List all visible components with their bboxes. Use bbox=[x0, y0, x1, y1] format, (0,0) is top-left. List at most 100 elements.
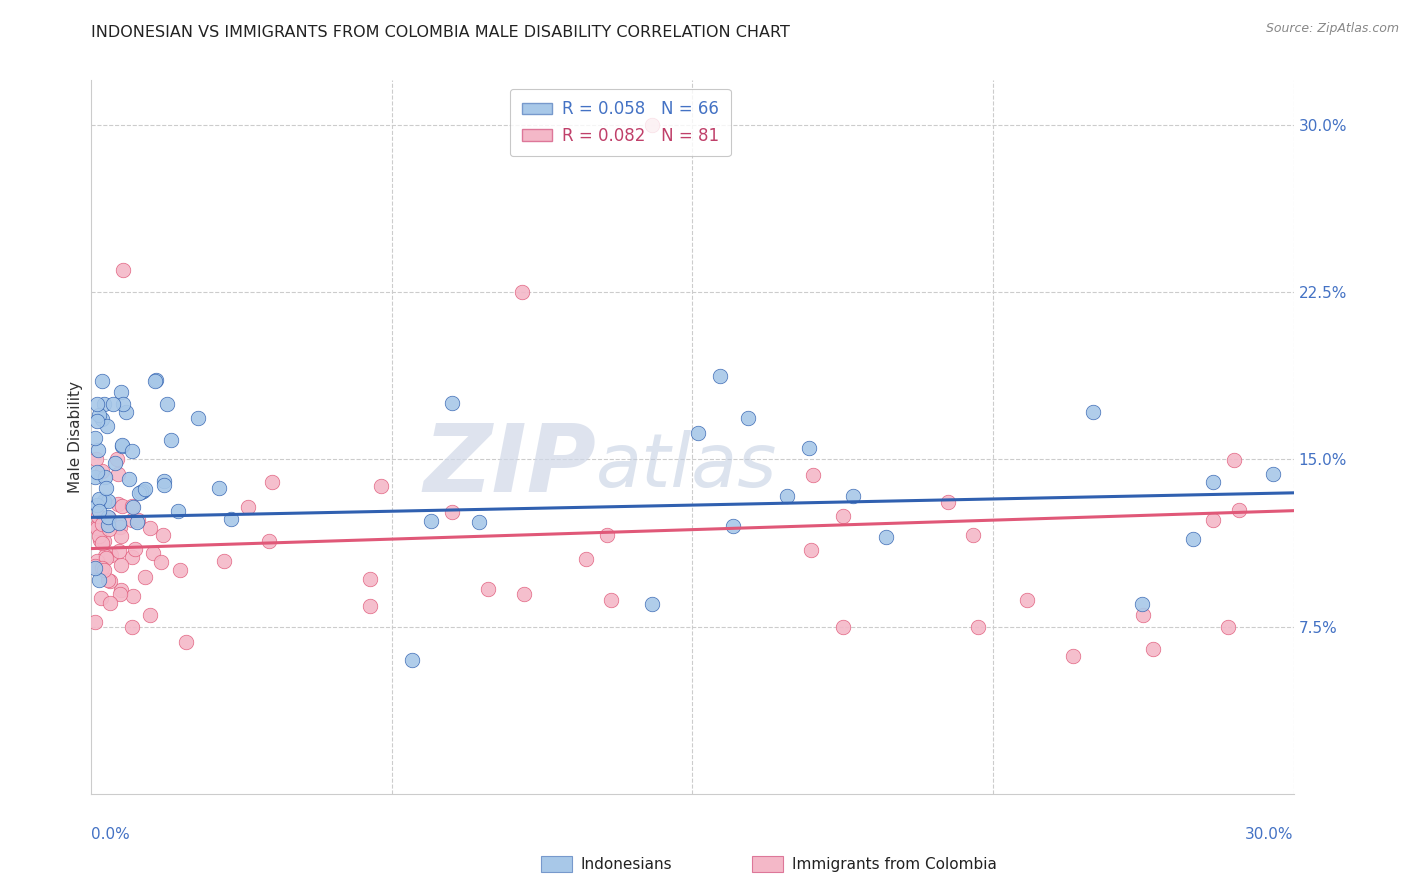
Point bbox=[87, 442, 110, 457]
Point bbox=[832, 619, 855, 633]
Point bbox=[641, 118, 664, 132]
Point bbox=[1081, 405, 1104, 419]
Point bbox=[801, 467, 824, 482]
Point bbox=[359, 599, 381, 614]
Point bbox=[121, 500, 143, 514]
Point bbox=[219, 511, 242, 525]
Point bbox=[797, 442, 820, 455]
Point bbox=[1202, 475, 1225, 489]
Point bbox=[145, 373, 167, 387]
Point bbox=[110, 583, 132, 598]
Point bbox=[93, 396, 115, 410]
Point bbox=[513, 586, 536, 600]
Point bbox=[86, 519, 108, 533]
Point bbox=[93, 534, 115, 549]
Point bbox=[152, 528, 174, 542]
Point bbox=[110, 385, 132, 400]
Point bbox=[737, 410, 759, 425]
Point bbox=[90, 560, 112, 574]
Point bbox=[94, 549, 117, 563]
Point bbox=[132, 484, 155, 499]
Point bbox=[401, 653, 423, 667]
Point bbox=[87, 408, 110, 422]
Point bbox=[91, 517, 114, 532]
Point bbox=[111, 499, 134, 513]
Point bbox=[134, 570, 156, 584]
Point bbox=[208, 481, 231, 495]
Point bbox=[89, 504, 111, 518]
Point bbox=[93, 494, 115, 508]
Point bbox=[84, 561, 107, 575]
Point bbox=[98, 510, 121, 524]
Point bbox=[96, 418, 118, 433]
Point bbox=[105, 452, 128, 467]
Point bbox=[776, 489, 799, 503]
Text: Indonesians: Indonesians bbox=[581, 857, 672, 871]
Point bbox=[709, 369, 731, 384]
Point bbox=[84, 558, 107, 573]
Point bbox=[84, 452, 107, 467]
Point bbox=[1202, 513, 1225, 527]
Text: Immigrants from Colombia: Immigrants from Colombia bbox=[792, 857, 997, 871]
Point bbox=[129, 485, 152, 500]
Point bbox=[149, 555, 172, 569]
Point bbox=[212, 554, 235, 568]
Point bbox=[97, 494, 120, 508]
Point bbox=[156, 396, 179, 410]
Point bbox=[800, 543, 823, 558]
Point bbox=[84, 431, 107, 445]
Point bbox=[257, 533, 280, 548]
Point bbox=[94, 551, 117, 566]
Point bbox=[1227, 503, 1250, 517]
Point bbox=[111, 263, 134, 277]
Point bbox=[104, 456, 127, 470]
Point bbox=[596, 528, 619, 542]
Y-axis label: Male Disability: Male Disability bbox=[67, 381, 83, 493]
Point bbox=[124, 542, 146, 557]
Point bbox=[138, 520, 160, 534]
Point bbox=[86, 498, 108, 512]
Point bbox=[875, 530, 897, 544]
Point bbox=[86, 521, 108, 535]
Point bbox=[1263, 467, 1285, 481]
Point bbox=[91, 412, 114, 426]
Point bbox=[103, 396, 125, 410]
Legend: R = 0.058   N = 66, R = 0.082   N = 81: R = 0.058 N = 66, R = 0.082 N = 81 bbox=[510, 88, 731, 156]
Point bbox=[100, 549, 122, 563]
Point bbox=[86, 465, 108, 479]
Point bbox=[108, 543, 131, 558]
Point bbox=[89, 533, 111, 548]
Point bbox=[121, 513, 143, 527]
Point bbox=[1216, 619, 1239, 633]
Point bbox=[96, 481, 118, 495]
Point bbox=[87, 573, 110, 587]
Text: ZIP: ZIP bbox=[423, 419, 596, 512]
Point bbox=[93, 469, 115, 483]
Point bbox=[238, 500, 260, 514]
Point bbox=[1062, 648, 1084, 663]
Point bbox=[97, 518, 120, 533]
Point bbox=[962, 527, 984, 541]
Point bbox=[108, 516, 131, 530]
Point bbox=[420, 514, 443, 528]
Point bbox=[118, 472, 141, 486]
Point bbox=[121, 444, 143, 458]
Point bbox=[1222, 453, 1244, 467]
Point bbox=[440, 396, 463, 410]
Point bbox=[112, 396, 135, 410]
Point bbox=[1142, 642, 1164, 657]
Point bbox=[110, 528, 132, 542]
Point bbox=[91, 464, 114, 478]
Point bbox=[90, 591, 112, 605]
Point bbox=[87, 529, 110, 543]
Point bbox=[115, 405, 138, 419]
Point bbox=[1017, 593, 1039, 607]
Point bbox=[174, 635, 197, 649]
Point bbox=[122, 590, 145, 604]
Text: atlas: atlas bbox=[596, 430, 778, 501]
Point bbox=[96, 509, 118, 524]
Point bbox=[160, 433, 183, 447]
Point bbox=[86, 414, 108, 428]
Point bbox=[142, 546, 165, 560]
Point bbox=[121, 620, 143, 634]
